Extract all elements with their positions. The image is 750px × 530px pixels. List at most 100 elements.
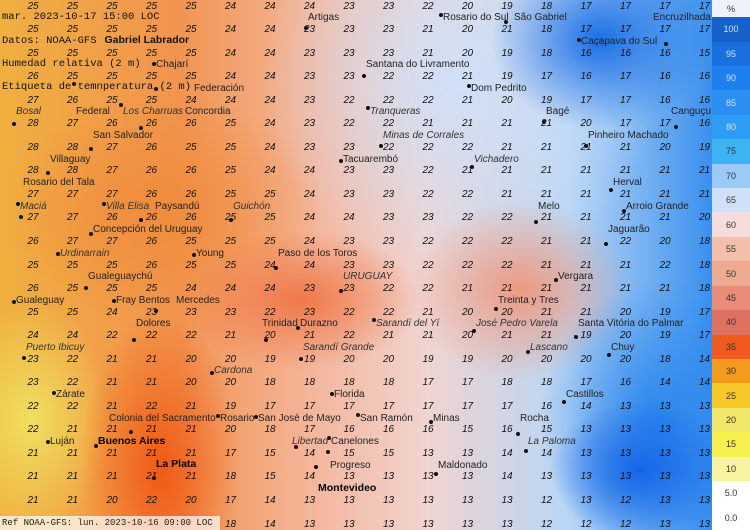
city-label[interactable]: San Salvador [93, 130, 154, 141]
city-marker-icon [154, 87, 158, 91]
city-label[interactable]: La Paloma [528, 436, 576, 448]
city-label[interactable]: Florida [334, 389, 365, 400]
city-label[interactable]: Castillos [566, 389, 604, 400]
city-label[interactable]: Maldonado [438, 459, 488, 471]
city-label[interactable]: Mercedes [176, 294, 220, 306]
city-label[interactable]: Luján [50, 436, 75, 448]
city-label[interactable]: Cardona [214, 365, 253, 377]
city-label[interactable]: Trinidad [262, 318, 298, 330]
temperature-label: 21 [106, 400, 118, 412]
city-label[interactable]: Durazno [300, 318, 338, 330]
city-label[interactable]: Artigas [308, 12, 340, 24]
city-label[interactable]: Bosal [16, 106, 42, 118]
city-label[interactable]: Minas [433, 412, 460, 424]
city-label[interactable]: Buenos Aires [98, 434, 166, 447]
temperature-label: 25 [225, 212, 236, 223]
city-label[interactable]: Jaguarão [608, 224, 650, 236]
city-label[interactable]: Bagé [546, 106, 570, 118]
city-label[interactable]: Paysandú [155, 200, 200, 212]
temperature-label: 16 [580, 47, 592, 59]
temperature-label: 21 [580, 306, 592, 318]
temperature-label: 13 [620, 400, 632, 412]
city-label[interactable]: Tranqueras [370, 106, 421, 118]
city-marker-icon [296, 326, 300, 330]
city-label[interactable]: Rosario [220, 412, 255, 424]
city-label[interactable]: Villa Elisa [106, 200, 150, 212]
city-label[interactable]: Rosario do Sul [443, 12, 509, 24]
city-label[interactable]: Zárate [56, 389, 85, 400]
city-label[interactable]: Encruzilhada [653, 12, 711, 24]
city-label[interactable]: La Plata [156, 458, 197, 471]
temperature-label: 25 [264, 212, 276, 224]
city-label[interactable]: San José de Mayo [258, 412, 341, 424]
city-label[interactable]: Santa Vitória do Palmar [578, 318, 684, 330]
temperature-label: 21 [541, 212, 553, 224]
city-label[interactable]: Dom Pedrito [471, 82, 527, 94]
city-label[interactable]: Sarandí Grande [303, 341, 375, 353]
city-label[interactable]: Concordia [185, 106, 231, 118]
city-label[interactable]: Federación [194, 82, 245, 94]
city-marker-icon [439, 13, 443, 17]
city-label[interactable]: San Ramón [360, 412, 413, 424]
city-label[interactable]: São Gabriel [514, 12, 567, 24]
city-label[interactable]: URUGUAY [343, 271, 393, 283]
city-label[interactable]: Chajarí [156, 59, 189, 71]
city-label[interactable]: Chuy [611, 341, 635, 353]
temperature-label: 19 [304, 353, 316, 365]
city-label[interactable]: Gualeguay [16, 294, 65, 306]
city-label[interactable]: Gualeguaychú [88, 271, 153, 283]
city-label[interactable]: Libertad [292, 436, 329, 448]
city-label[interactable]: Colonia del Sacramento [109, 412, 216, 424]
city-label[interactable]: Dolores [136, 318, 171, 330]
temperature-label: 19 [541, 94, 553, 106]
city-label[interactable]: Santana do Livramento [366, 59, 470, 71]
city-label[interactable]: Treinta y Tres [498, 294, 559, 306]
city-label[interactable]: Caçapava do Sul [581, 35, 658, 47]
city-label[interactable]: Montevideo [318, 481, 377, 494]
city-label[interactable]: Progreso [330, 459, 371, 471]
city-label[interactable]: Fray Bentos [116, 294, 170, 306]
city-label[interactable]: Tacuarembó [343, 153, 399, 165]
city-label[interactable]: Pinheiro Machado [588, 130, 669, 141]
city-label[interactable]: Lascano [530, 341, 568, 353]
city-label[interactable]: Villaguay [50, 153, 91, 165]
humidity-map[interactable]: 25 25 25 25 25 24 24 24 23 23 22 20 19 18 17 17 17 17 25 25… [0, 0, 712, 530]
city-label[interactable]: Canguçu [671, 106, 712, 118]
temperature-label: 21 [620, 188, 632, 200]
city-marker-icon [46, 171, 50, 175]
temperature-label: 21 [146, 353, 158, 365]
city-label[interactable]: Minas de Corrales [383, 130, 465, 141]
city-label[interactable]: Canelones [331, 436, 379, 448]
city-label[interactable]: Arroio Grande [626, 200, 689, 212]
city-label[interactable]: Herval [613, 177, 642, 189]
city-label[interactable]: Rocha [520, 412, 549, 424]
city-marker-icon [314, 465, 318, 469]
city-label[interactable]: José Pedro Varela [476, 318, 558, 330]
city-label[interactable]: Puerto Ibicuy [26, 341, 85, 353]
temperature-label: 20 [580, 118, 592, 130]
temperature-label: 23 [383, 212, 395, 224]
temperature-label: 13 [620, 424, 632, 436]
city-label[interactable]: Maciá [20, 200, 47, 212]
temperature-label: 22 [501, 212, 513, 224]
city-label[interactable]: Paso de los Toros [278, 247, 358, 259]
city-marker-icon [152, 476, 156, 480]
city-label[interactable]: Federal [76, 106, 110, 118]
temperature-label: 24 [185, 283, 197, 295]
city-label[interactable]: Vergara [558, 271, 594, 283]
city-marker-icon [94, 444, 98, 448]
city-label[interactable]: Los Charruas [123, 106, 184, 118]
city-label[interactable]: Rosario del Tala [23, 177, 95, 189]
city-label[interactable]: Urdinarrain [60, 247, 110, 259]
city-label[interactable]: Vichadero [474, 153, 519, 165]
city-label[interactable]: Concepción del Uruguay [93, 224, 203, 236]
legend-unit: % [712, 0, 750, 18]
temperature-label: 12 [541, 518, 553, 530]
city-marker-icon [89, 232, 93, 236]
city-label[interactable]: Sarandí del Yí [376, 318, 440, 330]
city-label[interactable]: Guichón [233, 200, 271, 212]
temperature-label: 23 [225, 306, 237, 318]
city-label[interactable]: Young [196, 247, 224, 259]
city-label[interactable]: Melo [538, 200, 560, 212]
temperature-label: 17 [422, 377, 434, 389]
